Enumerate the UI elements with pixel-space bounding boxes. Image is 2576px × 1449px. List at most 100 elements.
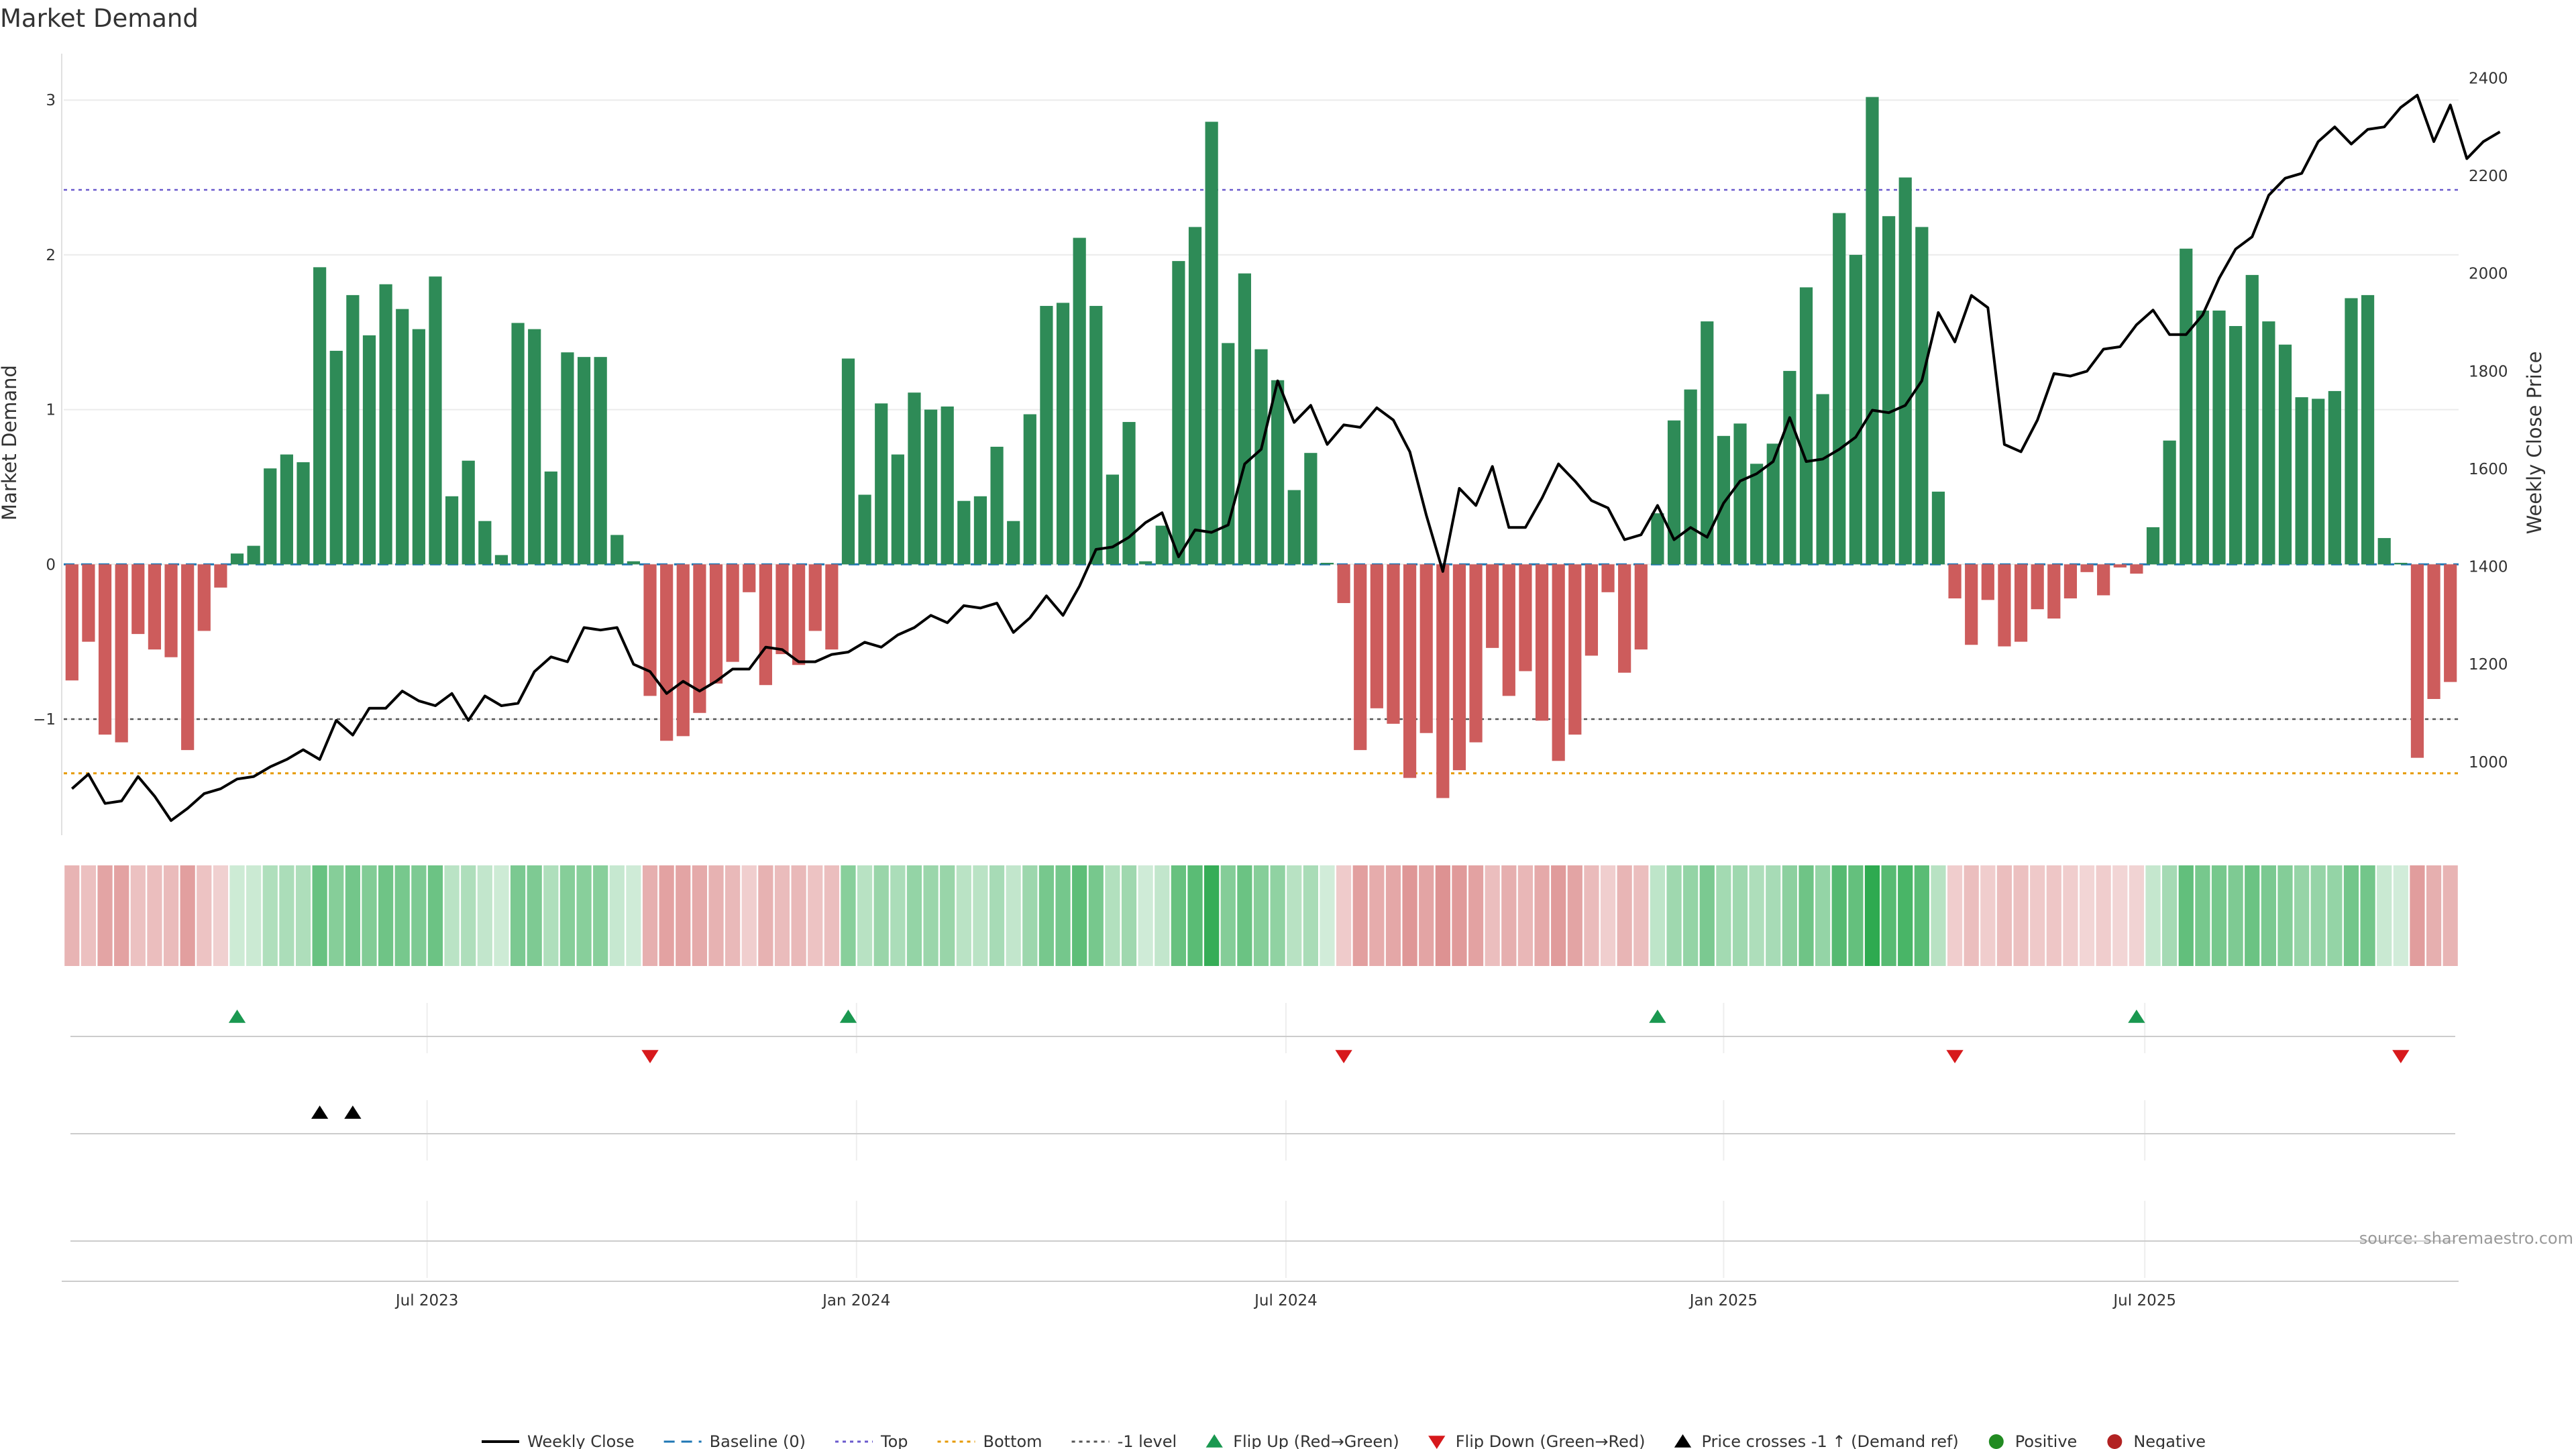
demand-bar-negative [1370,564,1383,708]
y2-tick-label: 1600 [2469,461,2508,478]
demand-bar-positive [627,561,641,565]
heat-cell-negative [1534,865,1550,966]
demand-bar-positive [561,352,574,565]
heat-cell-positive [1699,865,1715,966]
demand-bar-positive [908,392,921,565]
heat-cell-negative [1435,865,1450,966]
demand-bar-positive [297,462,310,565]
demand-bar-negative [98,564,112,735]
legend-label: Negative [2133,1432,2206,1449]
demand-bar-negative [1519,564,1532,672]
legend-item: Positive [1988,1432,2077,1449]
demand-bar-positive [280,454,293,565]
y2-tick-label: 2000 [2469,266,2508,283]
demand-bar-negative [2047,564,2061,619]
demand-bars [65,97,2457,798]
demand-bar-negative [808,564,822,631]
heat-cell-negative [1517,865,1534,966]
heat-cell-negative [1964,865,1979,966]
demand-bar-positive [2312,398,2325,565]
heat-cell-positive [956,865,971,966]
legend-item: Baseline (0) [663,1432,806,1449]
heat-cell-positive [1072,865,1087,966]
heat-cell-positive [989,865,1005,966]
demand-bar-positive [858,494,871,565]
heat-cell-positive [378,865,394,966]
heat-cell-negative [2410,865,2425,966]
heat-cell-positive [2195,865,2210,966]
demand-bar-positive [1155,525,1169,565]
x-axis: Jul 2023 Jan 2024 Jul 2024 Jan 2025 Jul 2025 [62,1281,2459,1309]
legend-label: Price crosses -1 ↑ (Demand ref) [1702,1432,1959,1449]
heat-cell-negative [2112,865,2128,966]
heat-cell-negative [1617,865,1632,966]
heat-cell-negative [1551,865,1566,966]
y2-axis-label: Weekly Close Price [2523,352,2546,535]
flip-down-marker [2392,1050,2410,1063]
heat-cell-positive [973,865,988,966]
heat-cell-negative [741,865,757,966]
demand-bar-positive [2180,248,2193,565]
demand-bar-negative [131,564,145,635]
demand-bar-positive [1254,349,1268,565]
x-tick-label: Jul 2023 [394,1292,459,1309]
demand-bar-positive [1733,423,1747,565]
legend-label: Top [880,1432,908,1449]
demand-bar-negative [676,564,690,737]
demand-bar-positive [264,468,277,565]
demand-bar-negative [2014,564,2028,642]
heat-cell-negative [824,865,839,966]
heat-cell-positive [2228,865,2243,966]
y-tick-label: 0 [46,556,56,574]
demand-bar-positive [2278,344,2292,565]
demand-bar-positive [1073,237,1086,565]
flip-down-marker [1335,1050,1352,1063]
heat-cell-negative [2079,865,2095,966]
flip-up-marker [1649,1010,1666,1023]
heat-cell-positive [279,865,294,966]
heat-cell-negative [1385,865,1401,966]
demand-bar-positive [2212,310,2226,565]
demand-bar-positive [1271,380,1285,565]
demand-bar-positive [1651,513,1664,565]
demand-bar-positive [1750,464,1764,565]
demand-bar-positive [841,358,855,565]
demand-bar-positive [957,500,971,565]
heat-cell-negative [114,865,129,966]
heat-cell-positive [890,865,906,966]
heat-cell-positive [1105,865,1120,966]
demand-bar-positive [2229,326,2243,565]
demand-bar-negative [214,564,227,588]
demand-bar-positive [941,406,954,565]
heat-cell-positive [1732,865,1748,966]
legend-item: Top [835,1432,908,1449]
legend-label: Bottom [983,1432,1042,1449]
y2-tick-label: 1400 [2469,559,2508,576]
legend: Weekly Close Baseline (0) Top Bottom -1 leve… [482,1432,2206,1449]
demand-bar-negative [1419,564,1433,733]
heat-cell-positive [461,865,476,966]
heat-cell-negative [774,865,790,966]
demand-bar-negative [660,564,674,741]
demand-heat-strip [64,865,2458,966]
heat-cell-positive [1766,865,1781,966]
demand-bar-positive [2245,274,2259,565]
demand-bar-positive [478,521,492,565]
heat-cell-positive [923,865,938,966]
heat-cell-positive [527,865,542,966]
demand-bar-negative [1535,564,1549,721]
heat-cell-negative [692,865,708,966]
y2-tick-label: 1200 [2469,656,2508,674]
demand-bar-negative [775,564,789,655]
heat-cell-positive [345,865,360,966]
demand-bar-positive [1205,121,1218,565]
heat-cell-positive [1187,865,1203,966]
y-tick-label: 3 [46,92,56,109]
heat-cell-positive [1799,865,1814,966]
demand-bar-positive [1320,562,1334,565]
heat-cell-positive [1881,865,1896,966]
heat-cell-negative [1633,865,1649,966]
legend-label: -1 level [1118,1432,1177,1449]
weekly-close-line [70,93,2501,822]
demand-bar-negative [148,564,162,650]
